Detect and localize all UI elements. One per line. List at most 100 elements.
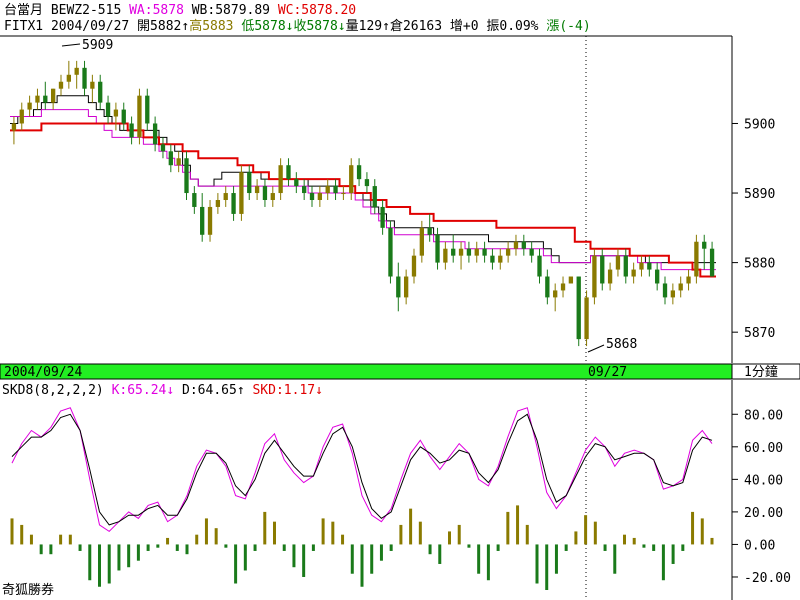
header-segment: ↑ [382, 19, 390, 34]
date-left-label: 2004/09/24 [4, 365, 82, 380]
header-segment: K:65.24 [112, 383, 167, 398]
candle-body [325, 186, 330, 194]
candle-body [631, 269, 636, 277]
candle-body [11, 123, 17, 131]
candle-body [333, 186, 338, 194]
candle-body [278, 165, 283, 194]
candle-body [58, 81, 64, 89]
candle-body [302, 186, 307, 194]
candle-body [160, 144, 166, 152]
candle-body [419, 227, 424, 256]
candle-body [678, 283, 683, 291]
candle-body [639, 262, 644, 270]
series-k-line [11, 407, 713, 533]
candle-body [168, 151, 173, 166]
kd-lines [11, 407, 713, 533]
indicator-tick-label: 20.00 [744, 506, 783, 521]
header-segment: 低5878 [241, 19, 285, 34]
candle-body [694, 241, 699, 277]
ma-magenta-line [10, 109, 716, 271]
date-divider: 2004/09/24 09/27 1分鐘 [0, 363, 800, 380]
candle-body [254, 186, 260, 194]
candle-body [568, 276, 574, 284]
candle-body [90, 81, 95, 89]
indicator-tick-label: 80.00 [744, 408, 783, 423]
candle-body [623, 255, 628, 277]
candle-body [121, 109, 126, 124]
candle-body [309, 193, 315, 200]
candle-body [584, 297, 589, 340]
candle-body [592, 255, 597, 298]
candle-body [215, 200, 221, 207]
candle-body [702, 241, 707, 249]
candle-body [192, 193, 197, 207]
candle-body [113, 109, 119, 117]
header-segment: SKD8(8,2,2,2) [2, 383, 112, 398]
indicator-tick-label: 60.00 [744, 441, 783, 456]
candle-body [82, 67, 87, 89]
candle-body [427, 227, 432, 235]
indicator-panel: -20.00 0.00 20.00 40.00 60.00 80.00 [10, 380, 791, 600]
header-segment: 高5883 [189, 18, 241, 34]
header-segment: ↑ [237, 383, 245, 398]
date-bar [0, 364, 732, 379]
candle-body [223, 193, 228, 200]
price-tick-label: 5870 [744, 326, 775, 341]
header-segment: ↓ [315, 383, 323, 398]
candle-body [105, 102, 111, 117]
candle-body [372, 186, 377, 207]
candle-body [545, 276, 550, 298]
candle-body [505, 248, 511, 256]
candle-body [207, 206, 213, 235]
candle-body [647, 262, 652, 270]
candle-body [270, 193, 275, 200]
candle-body [662, 283, 668, 298]
candle-body [553, 290, 558, 298]
header-segment: WA:5878 [129, 3, 192, 18]
candle-body [686, 276, 691, 284]
candlesticks [11, 60, 715, 347]
candle-body [709, 248, 715, 277]
candle-body [247, 172, 252, 194]
candle-body [466, 248, 472, 256]
candle-body [66, 74, 71, 82]
candle-body [396, 276, 401, 298]
candle-body [176, 158, 181, 166]
candle-body [560, 283, 566, 291]
candle-body [349, 165, 354, 194]
candle-body [262, 186, 268, 200]
header-segment: ↓ [166, 383, 174, 398]
header-segment: ↓ [338, 19, 346, 34]
header-segment: WC:5878.20 [278, 3, 356, 18]
candle-body [341, 193, 346, 195]
indicator-tick-label: -20.00 [744, 571, 791, 586]
header-line-2: FITX1 2004/09/27 開5882↑高5883 低5878↓收5878… [4, 18, 591, 34]
candle-body [474, 248, 479, 256]
price-tick-label: 5890 [744, 187, 775, 202]
interval-label[interactable]: 1分鐘 [744, 364, 778, 380]
candle-body [19, 109, 24, 124]
candle-body [513, 241, 519, 249]
price-axis: 5870 5880 5890 5900 [732, 117, 775, 341]
candle-body [576, 276, 581, 340]
candle-body [482, 248, 487, 256]
candle-body [529, 248, 534, 256]
candle-body [137, 95, 142, 138]
candle-body [498, 255, 503, 263]
indicator-tick-label: 40.00 [744, 473, 783, 488]
low-annotation-pointer [587, 344, 605, 353]
candle-body [239, 172, 244, 214]
header-segment: WB:5879.89 [192, 3, 278, 18]
candle-body [607, 269, 613, 284]
header-segment: ↓ [286, 19, 294, 34]
indicator-tick-label: 0.00 [744, 538, 775, 553]
candle-body [231, 193, 236, 214]
price-panel: 5870 5880 5890 5900 5909 5868 [0, 35, 775, 363]
candle-body [43, 95, 48, 103]
header-segment: BEWZ2-515 [51, 3, 129, 18]
candle-body [50, 88, 56, 103]
high-annotation: 5909 [82, 38, 113, 53]
candle-body [403, 276, 409, 298]
candle-body [458, 248, 464, 256]
